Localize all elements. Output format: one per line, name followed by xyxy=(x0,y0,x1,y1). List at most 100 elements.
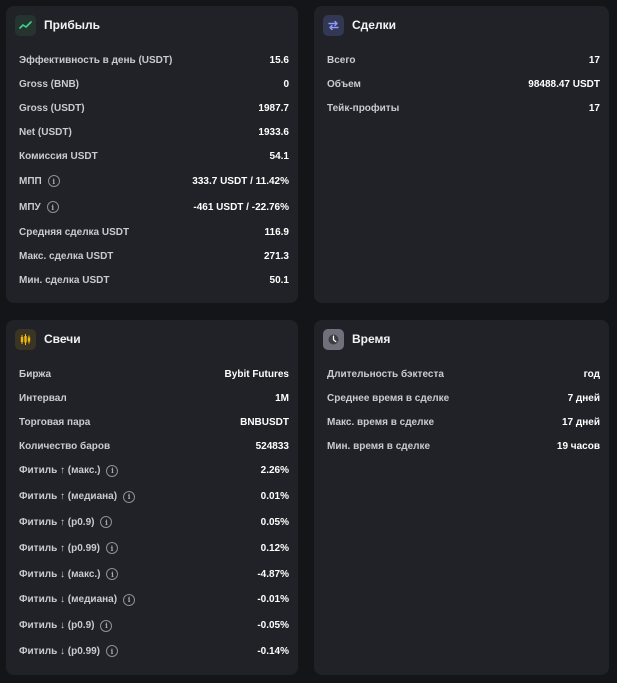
deals-card-header: Сделки xyxy=(314,6,609,44)
stat-row: МПУ i -461 USDT / -22.76% xyxy=(19,194,289,220)
stat-value: 17 дней xyxy=(562,416,600,428)
info-icon[interactable]: i xyxy=(106,645,119,658)
stat-label: Мин. время в сделке xyxy=(327,440,431,452)
stat-row: Макс. время в сделке 17 дней xyxy=(327,410,600,434)
stat-row: Торговая пара BNBUSDT xyxy=(19,410,289,434)
stat-value: 7 дней xyxy=(567,392,600,404)
time-card-header: Время xyxy=(314,320,609,358)
stat-label-wrap: Фитиль ↓ (макс.) i xyxy=(19,568,119,581)
stat-value: 0 xyxy=(283,78,289,90)
candlestick-icon xyxy=(15,328,36,350)
stat-label: Фитиль ↓ (макс.) xyxy=(19,568,101,580)
stat-label-wrap: Фитиль ↑ (медиана) i xyxy=(19,490,136,503)
stat-label-wrap: Фитиль ↑ (p0.99) i xyxy=(19,542,119,555)
stat-label: Фитиль ↑ (медиана) xyxy=(19,491,118,503)
stat-value: 271.3 xyxy=(263,250,289,262)
info-icon[interactable]: i xyxy=(100,516,113,529)
stat-value: -0.01% xyxy=(257,594,289,606)
candles-rows: Биржа Bybit Futures Интервал 1M Торговая п… xyxy=(6,358,298,664)
deals-card-title: Сделки xyxy=(352,18,396,32)
wick-row: Фитиль ↑ (p0.9) i 0.05% xyxy=(19,510,289,536)
stat-label: Среднее время в сделке xyxy=(327,392,450,404)
stat-label-wrap: МПП i xyxy=(19,175,60,187)
stat-value: -4.87% xyxy=(257,568,289,580)
stat-value: 19 часов xyxy=(556,440,600,452)
stat-row: МПП i 333.7 USDT / 11.42% xyxy=(19,168,289,194)
trend-line-icon xyxy=(15,14,36,36)
stat-value: 1987.7 xyxy=(258,102,289,114)
stat-value: -0.05% xyxy=(257,620,289,632)
wick-row: Фитиль ↓ (макс.) i -4.87% xyxy=(19,561,289,587)
stat-row: Среднее время в сделке 7 дней xyxy=(327,386,600,410)
stat-value: 17 xyxy=(588,54,600,66)
stat-label: Всего xyxy=(327,54,356,66)
stat-label: Средняя сделка USDT xyxy=(19,226,130,238)
stat-value: Bybit Futures xyxy=(224,368,289,380)
stat-value: -461 USDT / -22.76% xyxy=(193,201,289,213)
stat-value: 0.01% xyxy=(260,491,289,503)
stat-label-wrap: МПУ i xyxy=(19,201,59,213)
stat-row: Всего 17 xyxy=(327,48,600,72)
stat-value: 54.1 xyxy=(269,150,289,162)
info-icon[interactable]: i xyxy=(106,464,119,477)
stat-value: 50.1 xyxy=(269,274,289,286)
stat-row: Комиссия USDT 54.1 xyxy=(19,144,289,168)
stat-label: Макс. время в сделке xyxy=(327,416,435,428)
stat-label: МПП xyxy=(19,175,42,187)
stat-label: Биржа xyxy=(19,368,52,380)
stat-label: Фитиль ↑ (p0.99) xyxy=(19,542,101,554)
stat-label-wrap: Фитиль ↓ (медиана) i xyxy=(19,593,136,606)
stat-value: 1M xyxy=(275,392,289,404)
stat-row: Макс. сделка USDT 271.3 xyxy=(19,244,289,268)
profit-rows: Эффективность в день (USDT) 15.6 Gross (B… xyxy=(6,44,298,292)
stat-row: Длительность бэктеста год xyxy=(327,362,600,386)
stat-row: Средняя сделка USDT 116.9 xyxy=(19,220,289,244)
time-card-title: Время xyxy=(352,332,391,346)
stat-label: Количество баров xyxy=(19,440,111,452)
candles-card-header: Свечи xyxy=(6,320,298,358)
stat-label: Gross (BNB) xyxy=(19,78,80,90)
info-icon[interactable]: i xyxy=(123,593,136,606)
stat-row: Мин. время в сделке 19 часов xyxy=(327,434,600,458)
stat-label: Длительность бэктеста xyxy=(327,368,444,380)
wick-row: Фитиль ↓ (p0.9) i -0.05% xyxy=(19,613,289,639)
wick-row: Фитиль ↑ (макс.) i 2.26% xyxy=(19,458,289,484)
stat-value: BNBUSDT xyxy=(240,416,289,428)
stat-label: Gross (USDT) xyxy=(19,102,85,114)
wick-row: Фитиль ↑ (p0.99) i 0.12% xyxy=(19,535,289,561)
stat-label: Интервал xyxy=(19,392,67,404)
info-icon[interactable]: i xyxy=(106,542,119,555)
stat-label: Фитиль ↑ (p0.9) xyxy=(19,516,95,528)
stat-value: 15.6 xyxy=(269,54,289,66)
stat-label: Объем xyxy=(327,78,361,90)
info-icon[interactable]: i xyxy=(46,201,59,213)
stat-label: Фитиль ↑ (макс.) xyxy=(19,465,101,477)
stat-value: 0.12% xyxy=(260,542,289,554)
wick-row: Фитиль ↑ (медиана) i 0.01% xyxy=(19,484,289,510)
stat-label: Фитиль ↓ (p0.9) xyxy=(19,620,95,632)
wick-row: Фитиль ↓ (медиана) i -0.01% xyxy=(19,587,289,613)
stat-value: 2.26% xyxy=(260,465,289,477)
stat-row: Мин. сделка USDT 50.1 xyxy=(19,268,289,292)
stat-label: Торговая пара xyxy=(19,416,91,428)
stat-row: Интервал 1M xyxy=(19,386,289,410)
stat-label: Мин. сделка USDT xyxy=(19,274,110,286)
clock-icon xyxy=(323,328,344,350)
deals-rows: Всего 17 Объем 98488.47 USDT Тейк-профиты 1… xyxy=(314,44,609,120)
stat-value: год xyxy=(583,368,600,380)
stat-label: МПУ xyxy=(19,201,41,213)
swap-arrows-icon xyxy=(323,14,344,36)
wick-row: Фитиль ↓ (p0.99) i -0.14% xyxy=(19,639,289,665)
stat-label: Комиссия USDT xyxy=(19,150,98,162)
info-icon[interactable]: i xyxy=(106,568,119,581)
stat-value: 1933.6 xyxy=(258,126,289,138)
stat-row: Net (USDT) 1933.6 xyxy=(19,120,289,144)
info-icon[interactable]: i xyxy=(100,619,113,632)
stat-label-wrap: Фитиль ↑ (макс.) i xyxy=(19,464,119,477)
info-icon[interactable]: i xyxy=(123,490,136,503)
stat-row: Gross (USDT) 1987.7 xyxy=(19,96,289,120)
stat-label: Тейк-профиты xyxy=(327,102,400,114)
stat-value: 0.05% xyxy=(260,516,289,528)
stat-row: Эффективность в день (USDT) 15.6 xyxy=(19,48,289,72)
info-icon[interactable]: i xyxy=(47,175,60,187)
